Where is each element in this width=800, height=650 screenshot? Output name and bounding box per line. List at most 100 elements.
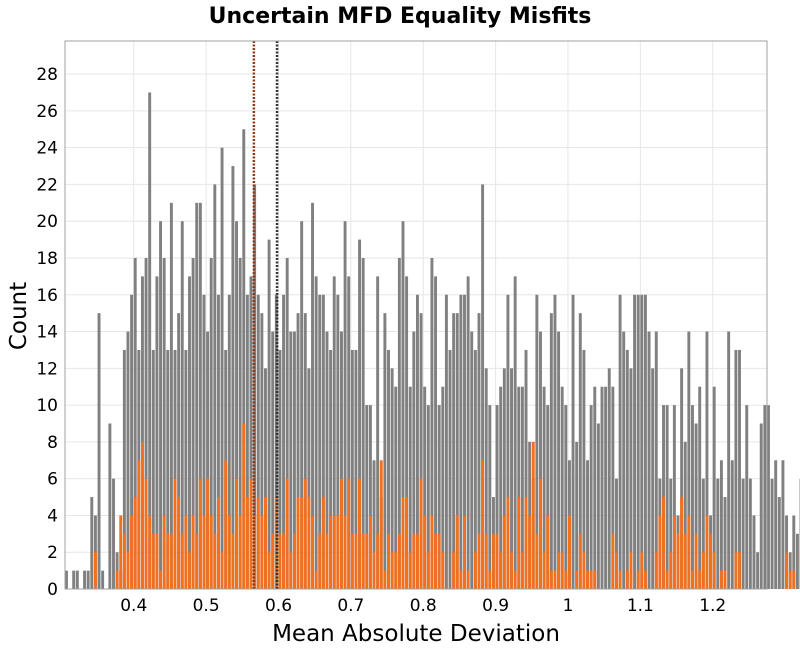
bar-all [575,441,579,589]
bar-subset [455,515,459,589]
bar-all [459,294,463,589]
bar-all [332,276,336,589]
bar-subset [169,533,173,589]
bar-all [698,386,702,589]
bar-all [394,386,398,589]
bar-subset [195,533,199,589]
bars-subset-series [93,423,800,589]
bar-all [343,221,347,589]
bar-all [672,405,676,589]
bar-all [680,368,684,589]
bar-all [611,386,615,589]
bar-all [553,294,557,589]
bar-subset [162,515,166,589]
bar-all [539,331,542,589]
bar-subset [340,478,343,589]
bar-subset [586,570,589,589]
bar-all [549,313,553,589]
reference-lines [252,41,279,589]
bar-all [195,202,199,589]
y-tick-label: 26 [36,102,58,122]
bar-subset [510,552,514,589]
bar-subset [209,515,213,589]
bar-all [701,478,705,589]
bar-all [65,570,68,589]
bar-all [730,460,734,589]
bar-all [314,276,318,589]
y-tick-label: 22 [36,175,58,195]
bar-subset [698,570,702,589]
x-tick-label: 1 [563,596,574,616]
bar-subset [491,533,495,589]
y-tick-label: 2 [47,543,58,563]
bar-subset [216,497,220,589]
bar-subset [390,552,394,589]
bar-subset [227,515,231,589]
bar-all [510,368,514,589]
bar-subset [582,552,586,589]
bar-all [311,202,314,589]
bar-subset [506,497,510,589]
bar-subset [434,533,438,589]
bar-all [560,386,564,589]
bar-all [166,349,170,589]
y-tick-label: 24 [36,139,58,159]
bar-subset [662,497,665,589]
bar-all [169,202,173,589]
x-axis-label: Mean Absolute Deviation [272,621,560,647]
bar-all [249,276,253,589]
bar-subset [560,552,564,589]
bar-subset [495,533,499,589]
bar-subset [278,533,282,589]
bar-all [336,294,340,589]
bar-all [231,166,235,589]
bar-subset [531,441,535,589]
x-axis-ticks: 0.4 0.5 0.6 0.7 0.8 0.9 1 1.1 1.2 [120,596,726,616]
bar-all [242,129,246,589]
bar-subset [122,533,126,589]
bar-subset [372,552,376,589]
bar-all [307,368,311,589]
bar-subset [184,515,188,589]
bar-subset [376,533,380,589]
bar-subset [245,497,249,589]
bar-subset [321,497,325,589]
bar-subset [416,533,419,589]
bar-subset [137,460,141,589]
bar-all [256,294,260,589]
bar-subset [173,478,177,589]
bar-all [647,331,651,589]
bar-all [292,331,296,589]
bar-all [535,294,539,589]
bar-all [216,294,220,589]
y-tick-label: 8 [47,433,58,453]
bar-all [643,294,647,589]
bar-all [774,460,778,589]
bar-all [727,331,731,589]
x-tick-label: 1.1 [627,596,654,616]
bar-subset [615,552,618,589]
bar-all [759,423,763,589]
bar-subset [665,570,669,589]
bar-subset [242,423,246,589]
chart-title: Uncertain MFD Equality Misfits [209,4,592,29]
bar-subset [350,533,354,589]
bar-subset [792,570,796,589]
bar-subset [484,533,488,589]
bar-all [159,221,163,589]
bar-all [180,221,184,589]
bar-subset [719,570,723,589]
bar-all [756,552,760,589]
bar-subset [441,552,445,589]
bar-all [278,349,282,589]
bar-all [654,331,658,589]
bar-subset [643,570,647,589]
bar-subset [292,533,296,589]
bar-subset [206,478,210,589]
bar-subset [437,533,441,589]
bar-all [300,221,304,589]
bar-all [177,313,181,589]
bar-all [412,331,416,589]
bar-subset [231,533,235,589]
